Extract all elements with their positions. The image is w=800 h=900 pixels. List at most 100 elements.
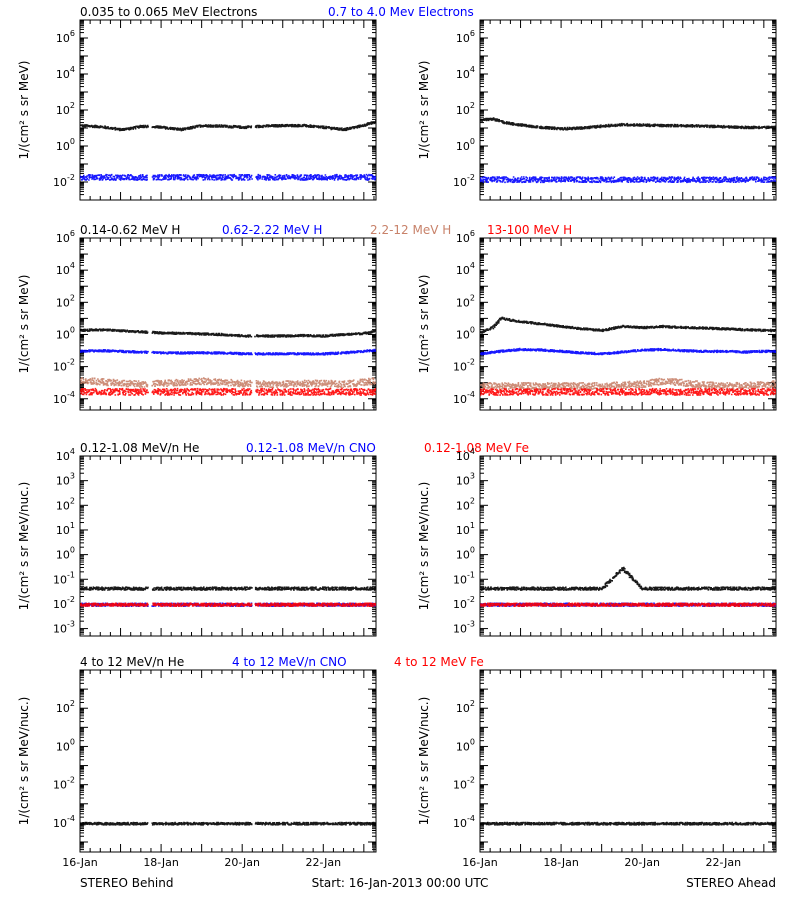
y-tick-label: 10-2	[53, 173, 75, 189]
x-tick-label: 20-Jan	[224, 856, 260, 869]
x-tick-label: 20-Jan	[624, 856, 660, 869]
y-tick-label: 102	[456, 496, 475, 512]
series-2-points	[80, 348, 376, 356]
panel-low-energy-ions-behind: 10-3 10-2 10-1 100 101 102 103 104 1/(cm² s sr M…	[17, 447, 377, 637]
panel-high-energy-ions-behind: 10-4 10-2 100 102 16-Jan 18-Jan 20-Jan 22-Jan 1/…	[17, 669, 377, 869]
legend-3-1: 0.12-1.08 MeV/n He	[80, 441, 199, 455]
legend-4-3: 4 to 12 MeV Fe	[394, 655, 484, 669]
panel-protons-ahead: 10-4 10-2 100 102 104 106 1/(cm² s sr MeV)	[417, 229, 777, 411]
legend-4-1: 4 to 12 MeV/n He	[80, 655, 184, 669]
series-3-points	[480, 602, 776, 607]
y-axis-label: 1/(cm² s sr MeV)	[17, 61, 31, 160]
y-tick-label: 100	[56, 325, 75, 341]
series-1-points	[80, 328, 376, 338]
x-tick-label: 18-Jan	[143, 856, 179, 869]
x-tick-label: 22-Jan	[706, 856, 742, 869]
y-tick-label: 106	[56, 29, 75, 45]
panels-layer: 0.035 to 0.065 MeV Electrons 0.7 to 4.0 M…	[17, 5, 777, 869]
legend-4-2: 4 to 12 MeV/n CNO	[232, 655, 347, 669]
y-axis-label: 1/(cm² s sr MeV/nuc.)	[417, 697, 431, 826]
panel-electrons-behind: 10-2 100 102 104 106 1/(cm² s sr MeV)	[17, 19, 377, 201]
y-tick-label: 102	[56, 293, 75, 309]
y-tick-label: 10-4	[453, 814, 475, 830]
y-axis-label: 1/(cm² s sr MeV/nuc.)	[417, 482, 431, 611]
series-layer	[480, 316, 776, 396]
y-tick-label: 10-2	[453, 776, 475, 792]
series-layer	[480, 117, 776, 184]
x-tick-label: 16-Jan	[462, 856, 498, 869]
legend-2-1: 0.14-0.62 MeV H	[80, 223, 180, 237]
y-tick-label: 104	[56, 447, 75, 463]
y-tick-label: 10-3	[453, 620, 475, 636]
footer-layer: STEREO Behind Start: 16-Jan-2013 00:00 U…	[80, 876, 776, 890]
series-1-points	[480, 821, 776, 826]
series-layer	[80, 821, 376, 826]
y-axis-label: 1/(cm² s sr MeV)	[417, 61, 431, 160]
y-tick-label: 10-2	[53, 595, 75, 611]
y-tick-label: 10-2	[53, 776, 75, 792]
series-layer	[480, 821, 776, 826]
series-3-points	[80, 602, 376, 607]
y-tick-label: 104	[456, 65, 475, 81]
legend-2-4: 13-100 MeV H	[487, 223, 572, 237]
series-1-points	[80, 586, 376, 591]
y-tick-label: 100	[56, 546, 75, 562]
series-layer	[80, 328, 376, 396]
panel-electrons-ahead: 10-2 100 102 104 106 1/(cm² s sr MeV)	[417, 19, 777, 201]
legend-3-2: 0.12-1.08 MeV/n CNO	[246, 441, 376, 455]
y-tick-label: 10-2	[453, 358, 475, 374]
y-tick-label: 103	[456, 472, 475, 488]
legend-3-3: 0.12-1.08 MeV Fe	[424, 441, 529, 455]
series-1-points	[480, 316, 776, 334]
y-tick-label: 10-3	[53, 620, 75, 636]
y-tick-label: 100	[456, 137, 475, 153]
y-tick-label: 100	[56, 737, 75, 753]
legend-2-3: 2.2-12 MeV H	[370, 223, 451, 237]
series-2-points	[480, 347, 776, 356]
series-layer	[80, 586, 376, 607]
series-1-points	[480, 117, 776, 131]
series-1-points	[80, 120, 376, 132]
legend-1-1: 0.035 to 0.065 MeV Electrons	[80, 5, 257, 19]
y-tick-label: 102	[56, 496, 75, 512]
y-tick-label: 102	[56, 101, 75, 117]
y-tick-label: 10-2	[453, 173, 475, 189]
y-tick-label: 10-2	[53, 358, 75, 374]
plot-frame	[79, 669, 377, 853]
y-axis-label: 1/(cm² s sr MeV/nuc.)	[17, 482, 31, 611]
series-1-points	[80, 821, 376, 826]
series-2-points	[80, 173, 376, 181]
y-tick-label: 10-4	[53, 390, 75, 406]
y-tick-label: 106	[456, 29, 475, 45]
y-tick-label: 100	[456, 737, 475, 753]
series-3-points	[480, 377, 776, 390]
y-tick-label: 100	[56, 137, 75, 153]
plot-frame	[79, 237, 377, 411]
y-tick-label: 10-1	[53, 570, 75, 586]
series-2-points	[480, 176, 776, 184]
panel-low-energy-ions-ahead: 10-3 10-2 10-1 100 101 102 103 104 1/(cm² s sr M…	[417, 447, 777, 637]
y-tick-label: 10-4	[53, 814, 75, 830]
y-tick-label: 101	[456, 521, 475, 537]
legend-1-2: 0.7 to 4.0 Mev Electrons	[328, 5, 474, 19]
y-tick-label: 101	[56, 521, 75, 537]
y-tick-label: 100	[456, 546, 475, 562]
panel-high-energy-ions-ahead: 10-4 10-2 100 102 16-Jan 18-Jan 20-Jan 22-Jan 1/…	[417, 669, 777, 869]
y-tick-label: 10-2	[453, 595, 475, 611]
series-4-points	[480, 387, 776, 396]
footer-stereo-ahead: STEREO Ahead	[686, 876, 776, 890]
footer-stereo-behind: STEREO Behind	[80, 876, 174, 890]
plot-frame	[479, 455, 777, 637]
x-tick-label: 16-Jan	[62, 856, 98, 869]
series-layer	[480, 566, 776, 607]
y-axis-label: 1/(cm² s sr MeV)	[17, 275, 31, 374]
y-tick-label: 102	[56, 699, 75, 715]
y-tick-label: 102	[456, 293, 475, 309]
y-tick-label: 100	[456, 325, 475, 341]
plot-frame	[79, 19, 377, 201]
y-axis-label: 1/(cm² s sr MeV)	[417, 275, 431, 374]
y-tick-label: 102	[456, 699, 475, 715]
y-tick-label: 106	[456, 229, 475, 245]
plot-frame	[479, 669, 777, 853]
panel-protons-behind: 10-4 10-2 100 102 104 106 1/(cm² s sr MeV)	[17, 229, 377, 411]
